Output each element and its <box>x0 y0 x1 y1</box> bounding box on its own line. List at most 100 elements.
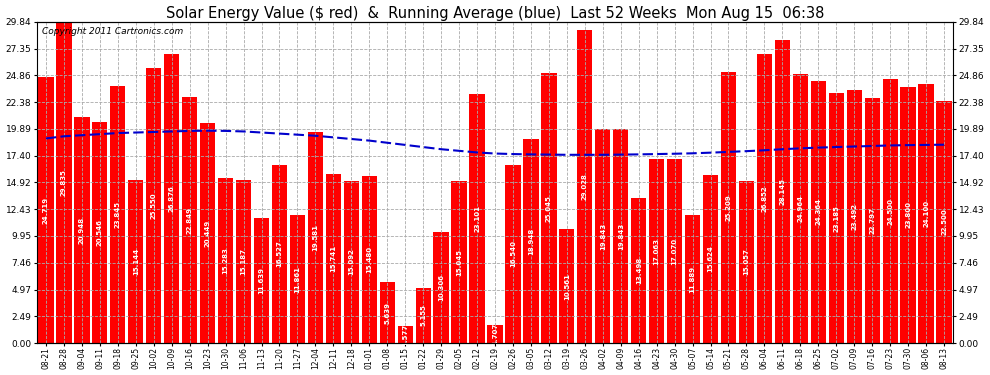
Text: 29.028: 29.028 <box>582 173 588 200</box>
Bar <box>74 117 89 343</box>
Bar <box>218 178 234 343</box>
Bar <box>56 22 71 343</box>
Bar <box>793 74 808 343</box>
Text: 18.948: 18.948 <box>528 227 534 255</box>
Text: 15.092: 15.092 <box>348 248 354 275</box>
Bar <box>308 132 323 343</box>
Text: 16.527: 16.527 <box>276 241 282 267</box>
Bar <box>775 40 790 343</box>
Bar <box>326 174 341 343</box>
Bar <box>434 232 448 343</box>
Text: 13.498: 13.498 <box>636 257 642 284</box>
Bar <box>92 122 108 343</box>
Bar <box>164 54 179 343</box>
Bar <box>811 81 826 343</box>
Bar <box>739 181 754 343</box>
Bar <box>39 77 53 343</box>
Text: 15.480: 15.480 <box>366 246 372 273</box>
Text: 25.209: 25.209 <box>726 194 732 220</box>
Text: 23.185: 23.185 <box>834 205 840 232</box>
Text: 24.100: 24.100 <box>923 200 929 227</box>
Text: 15.283: 15.283 <box>223 247 229 274</box>
Text: 23.800: 23.800 <box>905 201 911 228</box>
Text: 10.561: 10.561 <box>564 273 570 300</box>
Bar <box>361 176 377 343</box>
Text: 20.546: 20.546 <box>97 219 103 246</box>
Bar <box>451 181 466 343</box>
Bar <box>272 165 287 343</box>
Bar <box>416 288 431 343</box>
Text: 15.144: 15.144 <box>133 248 139 275</box>
Bar <box>595 129 611 343</box>
Text: 23.492: 23.492 <box>851 203 857 230</box>
Bar <box>864 98 880 343</box>
Text: 15.187: 15.187 <box>241 248 247 275</box>
Bar <box>846 90 862 343</box>
Bar <box>667 159 682 343</box>
Bar <box>344 180 359 343</box>
Bar <box>379 282 395 343</box>
Text: 5.639: 5.639 <box>384 302 390 324</box>
Title: Solar Energy Value ($ red)  &  Running Average (blue)  Last 52 Weeks  Mon Aug 15: Solar Energy Value ($ red) & Running Ave… <box>165 6 825 21</box>
Text: 17.070: 17.070 <box>671 238 677 265</box>
Text: 20.449: 20.449 <box>205 219 211 246</box>
Bar <box>290 215 305 343</box>
Bar <box>685 215 700 343</box>
Bar <box>649 159 664 343</box>
Bar <box>182 97 197 343</box>
Text: 11.889: 11.889 <box>690 266 696 292</box>
Bar <box>398 326 413 343</box>
Text: 17.063: 17.063 <box>653 238 659 265</box>
Text: 15.741: 15.741 <box>331 245 337 272</box>
Text: 15.624: 15.624 <box>708 246 714 272</box>
Text: 23.845: 23.845 <box>115 201 121 228</box>
Text: 29.835: 29.835 <box>61 169 67 196</box>
Text: 25.045: 25.045 <box>545 195 551 222</box>
Text: 24.500: 24.500 <box>887 198 893 225</box>
Text: 24.364: 24.364 <box>816 198 822 225</box>
Bar <box>756 54 772 343</box>
Bar <box>469 94 485 343</box>
Bar <box>110 86 126 343</box>
Text: 20.948: 20.948 <box>79 217 85 244</box>
Bar <box>505 165 521 343</box>
Bar <box>882 79 898 343</box>
Bar <box>147 68 161 343</box>
Bar <box>128 180 144 343</box>
Text: 19.581: 19.581 <box>313 224 319 251</box>
Bar <box>487 325 503 343</box>
Text: 5.155: 5.155 <box>420 304 426 326</box>
Text: 16.540: 16.540 <box>510 240 516 267</box>
Text: 24.964: 24.964 <box>797 195 803 222</box>
Text: 11.861: 11.861 <box>294 266 300 292</box>
Text: 22.797: 22.797 <box>869 207 875 234</box>
Bar <box>613 129 629 343</box>
Text: 26.852: 26.852 <box>761 185 767 212</box>
Text: 24.719: 24.719 <box>43 196 49 223</box>
Bar <box>829 93 843 343</box>
Bar <box>937 101 951 343</box>
Text: 11.639: 11.639 <box>258 267 264 294</box>
Bar <box>559 229 574 343</box>
Text: 10.306: 10.306 <box>439 274 445 301</box>
Bar <box>631 198 646 343</box>
Text: 26.876: 26.876 <box>168 185 174 212</box>
Text: 19.843: 19.843 <box>618 223 624 250</box>
Bar <box>721 72 737 343</box>
Text: 22.500: 22.500 <box>941 209 947 235</box>
Bar <box>253 218 269 343</box>
Text: 15.045: 15.045 <box>456 249 462 276</box>
Bar <box>577 30 592 343</box>
Bar <box>524 139 539 343</box>
Text: Copyright 2011 Cartronics.com: Copyright 2011 Cartronics.com <box>42 27 183 36</box>
Bar <box>901 87 916 343</box>
Bar <box>236 180 251 343</box>
Bar <box>703 175 718 343</box>
Text: 1.577: 1.577 <box>402 324 408 346</box>
Bar <box>542 74 556 343</box>
Bar <box>200 123 215 343</box>
Text: 19.843: 19.843 <box>600 223 606 250</box>
Text: 25.550: 25.550 <box>150 192 156 219</box>
Bar <box>919 84 934 343</box>
Text: 1.707: 1.707 <box>492 323 498 345</box>
